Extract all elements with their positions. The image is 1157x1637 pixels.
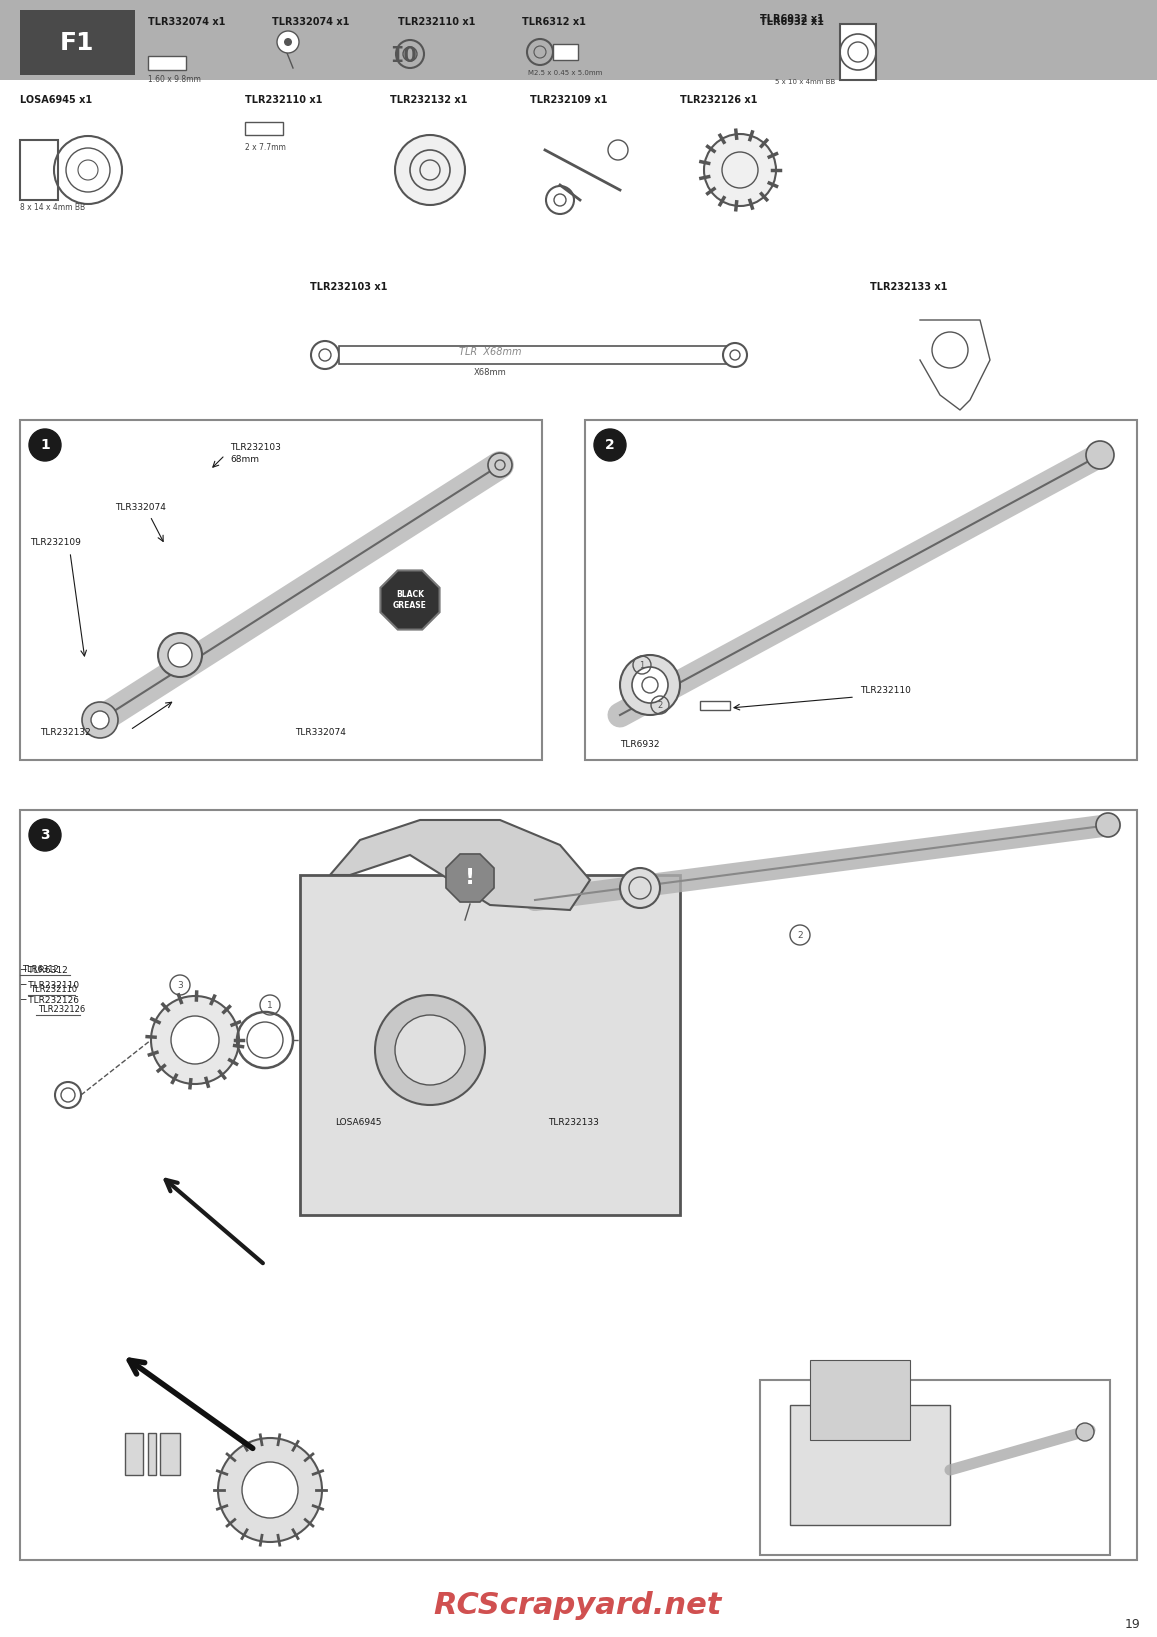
- Text: IO: IO: [390, 46, 417, 65]
- Circle shape: [594, 429, 626, 462]
- Text: 2: 2: [605, 439, 614, 452]
- Bar: [760, 1380, 1110, 1555]
- Text: TLR232103 x1: TLR232103 x1: [310, 282, 388, 291]
- Polygon shape: [445, 855, 494, 902]
- Circle shape: [375, 995, 485, 1105]
- Circle shape: [277, 31, 299, 52]
- Bar: [20, 810, 1137, 1560]
- Circle shape: [1076, 1423, 1095, 1441]
- Text: TLR232110: TLR232110: [860, 686, 911, 696]
- Text: 8 x 14 x 4mm BB: 8 x 14 x 4mm BB: [20, 203, 86, 213]
- Text: BLACK
GREASE: BLACK GREASE: [393, 591, 427, 609]
- Bar: [245, 123, 283, 134]
- Text: TLR332074: TLR332074: [115, 503, 165, 512]
- Circle shape: [311, 340, 339, 368]
- Circle shape: [703, 134, 776, 206]
- Circle shape: [620, 655, 680, 715]
- Text: TLR332074 x1: TLR332074 x1: [148, 16, 226, 26]
- Text: 68mm: 68mm: [230, 455, 259, 463]
- Bar: [20, 421, 541, 760]
- Text: 2: 2: [657, 701, 663, 709]
- Text: X68mm: X68mm: [473, 368, 507, 377]
- Text: TLR6312: TLR6312: [22, 964, 59, 974]
- Bar: [20, 141, 58, 200]
- Bar: [148, 1432, 156, 1475]
- Circle shape: [395, 1015, 465, 1085]
- Circle shape: [168, 643, 192, 666]
- Circle shape: [242, 1462, 299, 1517]
- Bar: [700, 701, 730, 710]
- Circle shape: [218, 1437, 322, 1542]
- Polygon shape: [330, 820, 590, 910]
- Circle shape: [82, 702, 118, 738]
- Text: !: !: [465, 868, 476, 887]
- Text: TLR232126 x1: TLR232126 x1: [680, 95, 758, 105]
- Text: LOSA6945 x1: LOSA6945 x1: [20, 95, 93, 105]
- Text: F1: F1: [60, 31, 95, 54]
- Polygon shape: [381, 570, 440, 630]
- Circle shape: [91, 710, 109, 728]
- Circle shape: [395, 134, 465, 205]
- Bar: [160, 1432, 180, 1475]
- Bar: [148, 56, 186, 70]
- Text: TLR6932: TLR6932: [620, 740, 659, 750]
- Text: LOSA6945: LOSA6945: [336, 1118, 382, 1126]
- Circle shape: [488, 453, 513, 476]
- Text: TLR6312 x1: TLR6312 x1: [522, 16, 585, 26]
- Bar: [840, 25, 876, 80]
- Text: 19: 19: [1125, 1619, 1140, 1632]
- Text: TLR232109: TLR232109: [30, 539, 81, 547]
- Text: TLR6932 x1: TLR6932 x1: [760, 16, 824, 26]
- Text: ─ TLR232110: ─ TLR232110: [20, 981, 79, 990]
- Text: 1.60 x 9.8mm: 1.60 x 9.8mm: [148, 75, 201, 83]
- Text: TLR232110: TLR232110: [30, 985, 78, 994]
- Text: TLR232132: TLR232132: [40, 728, 90, 737]
- Text: 1: 1: [40, 439, 50, 452]
- Text: 1: 1: [267, 1000, 273, 1010]
- Text: TLR232133: TLR232133: [548, 1118, 599, 1126]
- Text: 1: 1: [640, 660, 644, 670]
- Circle shape: [29, 429, 61, 462]
- Text: TLR232132 x1: TLR232132 x1: [390, 95, 467, 105]
- Text: TLR332074 x1: TLR332074 x1: [272, 16, 349, 26]
- Text: 2: 2: [797, 930, 803, 940]
- Bar: [810, 1360, 911, 1441]
- Circle shape: [159, 634, 202, 678]
- Text: TLR232103: TLR232103: [230, 444, 281, 452]
- Circle shape: [723, 344, 747, 367]
- Text: M2.5 x 0.45 x 5.0mm: M2.5 x 0.45 x 5.0mm: [528, 70, 603, 75]
- Circle shape: [56, 1082, 81, 1108]
- Circle shape: [29, 818, 61, 851]
- Circle shape: [171, 1017, 219, 1064]
- Text: 3: 3: [40, 828, 50, 841]
- Circle shape: [152, 995, 239, 1084]
- Bar: [125, 1432, 143, 1475]
- Text: TLR232110 x1: TLR232110 x1: [398, 16, 476, 26]
- Bar: [790, 1405, 950, 1526]
- Bar: [339, 345, 735, 363]
- Circle shape: [1096, 814, 1120, 837]
- Text: TLR  X68mm: TLR X68mm: [458, 347, 522, 357]
- Text: TLR332074: TLR332074: [295, 728, 346, 737]
- Text: ─ TLR6312: ─ TLR6312: [20, 966, 68, 976]
- Circle shape: [632, 666, 668, 702]
- Circle shape: [1086, 440, 1114, 468]
- Text: 3: 3: [177, 981, 183, 989]
- Text: ─ TLR232126: ─ TLR232126: [20, 995, 79, 1005]
- Bar: [553, 44, 578, 61]
- Bar: [300, 876, 680, 1215]
- Text: TLR232110 x1: TLR232110 x1: [245, 95, 323, 105]
- Text: TLR232126: TLR232126: [38, 1005, 86, 1013]
- Circle shape: [620, 868, 659, 909]
- Text: TLR232109 x1: TLR232109 x1: [530, 95, 607, 105]
- Text: TLR6932 x1: TLR6932 x1: [760, 15, 824, 25]
- Bar: [0, 0, 1157, 80]
- Text: 5 x 10 x 4mm BB: 5 x 10 x 4mm BB: [775, 79, 835, 85]
- Text: TLR232133 x1: TLR232133 x1: [870, 282, 948, 291]
- Bar: [20, 10, 135, 75]
- Text: RCScrapyard.net: RCScrapyard.net: [434, 1591, 722, 1619]
- Circle shape: [283, 38, 292, 46]
- Bar: [585, 421, 1137, 760]
- Text: 2 x 7.7mm: 2 x 7.7mm: [245, 142, 286, 152]
